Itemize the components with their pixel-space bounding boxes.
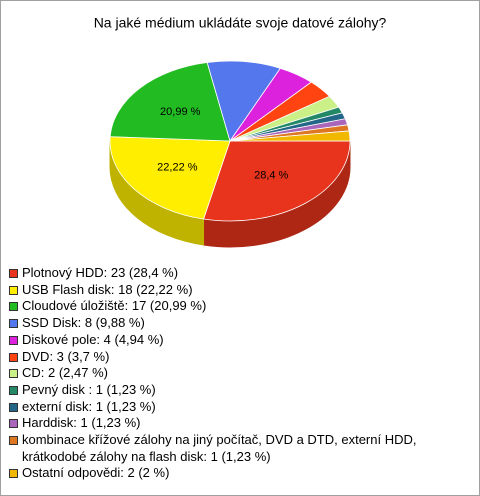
- slice-label: 22,22 %: [157, 161, 198, 173]
- legend-label: CD: 2 (2,47 %): [22, 365, 108, 381]
- legend: Plotnový HDD: 23 (28,4 %) USB Flash disk:…: [9, 265, 437, 482]
- legend-swatch: [9, 469, 18, 479]
- legend-label: DVD: 3 (3,7 %): [22, 348, 110, 364]
- legend-item: CD: 2 (2,47 %): [9, 365, 437, 382]
- legend-label: Cloudové úložiště: 17 (20,99 %): [22, 298, 207, 314]
- slice-label: 20,99 %: [160, 106, 201, 118]
- legend-label: SSD Disk: 8 (9,88 %): [22, 315, 145, 331]
- chart-title: Na jaké médium ukládáte svoje datové zál…: [94, 15, 387, 31]
- legend-item: SSD Disk: 8 (9,88 %): [9, 315, 437, 332]
- legend-swatch: [9, 385, 18, 395]
- legend-item: externí disk: 1 (1,23 %): [9, 399, 437, 416]
- legend-item: Pevný disk : 1 (1,23 %): [9, 382, 437, 399]
- legend-label: kombinace křížové zálohy na jiný počítač…: [22, 432, 417, 464]
- legend-swatch: [9, 352, 18, 362]
- legend-swatch: [9, 269, 18, 278]
- slice: [109, 136, 231, 220]
- legend-swatch: [9, 369, 18, 379]
- slice: [109, 62, 231, 142]
- legend-swatch: [9, 319, 18, 329]
- legend-item: Ostatní odpovědi: 2 (2 %): [9, 465, 437, 482]
- legend-item: kombinace křížové zálohy na jiný počítač…: [9, 432, 437, 465]
- legend-label: USB Flash disk: 18 (22,22 %): [22, 281, 193, 297]
- legend-label: Plotnový HDD: 23 (28,4 %): [22, 265, 179, 280]
- legend-label: Harddisk: 1 (1,23 %): [22, 415, 141, 431]
- legend-item: Plotnový HDD: 23 (28,4 %): [9, 265, 437, 282]
- legend-item: DVD: 3 (3,7 %): [9, 349, 437, 366]
- legend-label: externí disk: 1 (1,23 %): [22, 398, 156, 414]
- legend-swatch: [9, 419, 18, 429]
- legend-swatch: [9, 335, 18, 345]
- legend-swatch: [9, 302, 18, 312]
- slice: [203, 140, 351, 222]
- legend-swatch: [9, 436, 18, 446]
- legend-label: Diskové pole: 4 (4,94 %): [22, 331, 164, 347]
- plot: Na jaké médium ukládáte svoje datové zál…: [94, 15, 387, 248]
- legend-item: Diskové pole: 4 (4,94 %): [9, 332, 437, 349]
- slice: [229, 130, 351, 142]
- legend-label: Pevný disk : 1 (1,23 %): [22, 381, 156, 397]
- legend-item: Harddisk: 1 (1,23 %): [9, 415, 437, 432]
- legend-swatch: [9, 285, 18, 295]
- legend-swatch: [9, 402, 18, 412]
- slice-label: 28,4 %: [254, 169, 288, 181]
- legend-label: Ostatní odpovědi: 2 (2 %): [22, 465, 170, 481]
- legend-item: Cloudové úložiště: 17 (20,99 %): [9, 298, 437, 315]
- legend-item: USB Flash disk: 18 (22,22 %): [9, 282, 437, 299]
- slice: [206, 60, 281, 142]
